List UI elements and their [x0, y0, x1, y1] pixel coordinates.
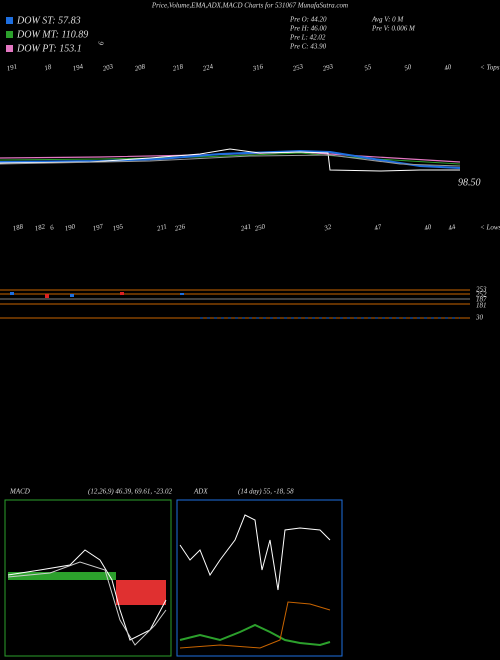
right-label: 30	[475, 314, 484, 322]
right-label: 252	[476, 291, 487, 299]
low-label: 188	[12, 222, 25, 233]
top-label: 218	[172, 62, 185, 73]
legend-label: DOW MT: 110.89	[16, 29, 88, 40]
top-label: 224	[202, 62, 215, 73]
top-label: 40	[443, 63, 452, 73]
stat: Avg V: 0 M	[371, 16, 404, 24]
low-label: 190	[64, 222, 77, 233]
top-label: 191	[6, 62, 18, 72]
adx-name: ADX	[193, 488, 208, 496]
low-label: 47	[373, 223, 382, 233]
stat: Pre V: 0.006 M	[371, 25, 416, 33]
macd-name: MACD	[9, 488, 30, 496]
low-label: 197	[92, 222, 105, 233]
stat: Pre C: 43.90	[289, 43, 327, 51]
right-label: 253	[476, 286, 487, 294]
top-label: 18	[43, 63, 52, 73]
price-label: 98.50	[458, 177, 481, 188]
stat: Pre L: 42.02	[289, 34, 326, 42]
tops-caption: < Tops	[480, 64, 500, 72]
low-label: 226	[174, 222, 187, 233]
top-label: 203	[102, 62, 115, 73]
mid-label: 6	[98, 41, 106, 45]
lows-caption: < Lows	[480, 224, 500, 232]
adx-plot	[179, 514, 331, 649]
low-label: 6	[49, 223, 55, 232]
legend-label: DOW ST: 57.83	[16, 15, 81, 26]
right-label: 181	[476, 302, 487, 310]
macd-plot	[7, 549, 167, 646]
top-label: 253	[292, 62, 305, 73]
legend-swatch	[6, 45, 13, 52]
title: Price,Volume,EMA,ADX,MACD Charts for 531…	[151, 2, 348, 10]
adx-panel	[176, 499, 343, 657]
low-label: 195	[112, 222, 125, 233]
low-label: 241	[240, 222, 252, 232]
right-label: 187	[476, 296, 487, 304]
top-label: 316	[251, 62, 265, 73]
volume-lines	[0, 289, 470, 319]
top-label: 293	[322, 62, 335, 73]
top-label: 55	[363, 63, 372, 73]
stat: Pre H: 46.00	[289, 25, 327, 33]
legend-label: DOW PT: 153.1	[16, 43, 82, 54]
low-label: 211	[156, 222, 168, 232]
top-label: 194	[72, 62, 85, 73]
low-label: 250	[254, 222, 267, 233]
top-label: 208	[134, 62, 147, 73]
legend-swatch	[6, 31, 13, 38]
low-label: 40	[423, 223, 432, 233]
adx-params: (14 day) 55, -18, 58	[238, 488, 294, 496]
top-label: 50	[403, 63, 412, 73]
low-label: 32	[323, 223, 333, 233]
macd-params: (12,26,9) 46.39, 69.61, -23.02	[88, 488, 172, 496]
stat: Pre O: 44.20	[289, 16, 327, 24]
legend-swatch	[6, 17, 13, 24]
low-label: 44	[447, 223, 456, 233]
price-lines	[0, 148, 461, 172]
low-label: 182	[34, 222, 47, 233]
